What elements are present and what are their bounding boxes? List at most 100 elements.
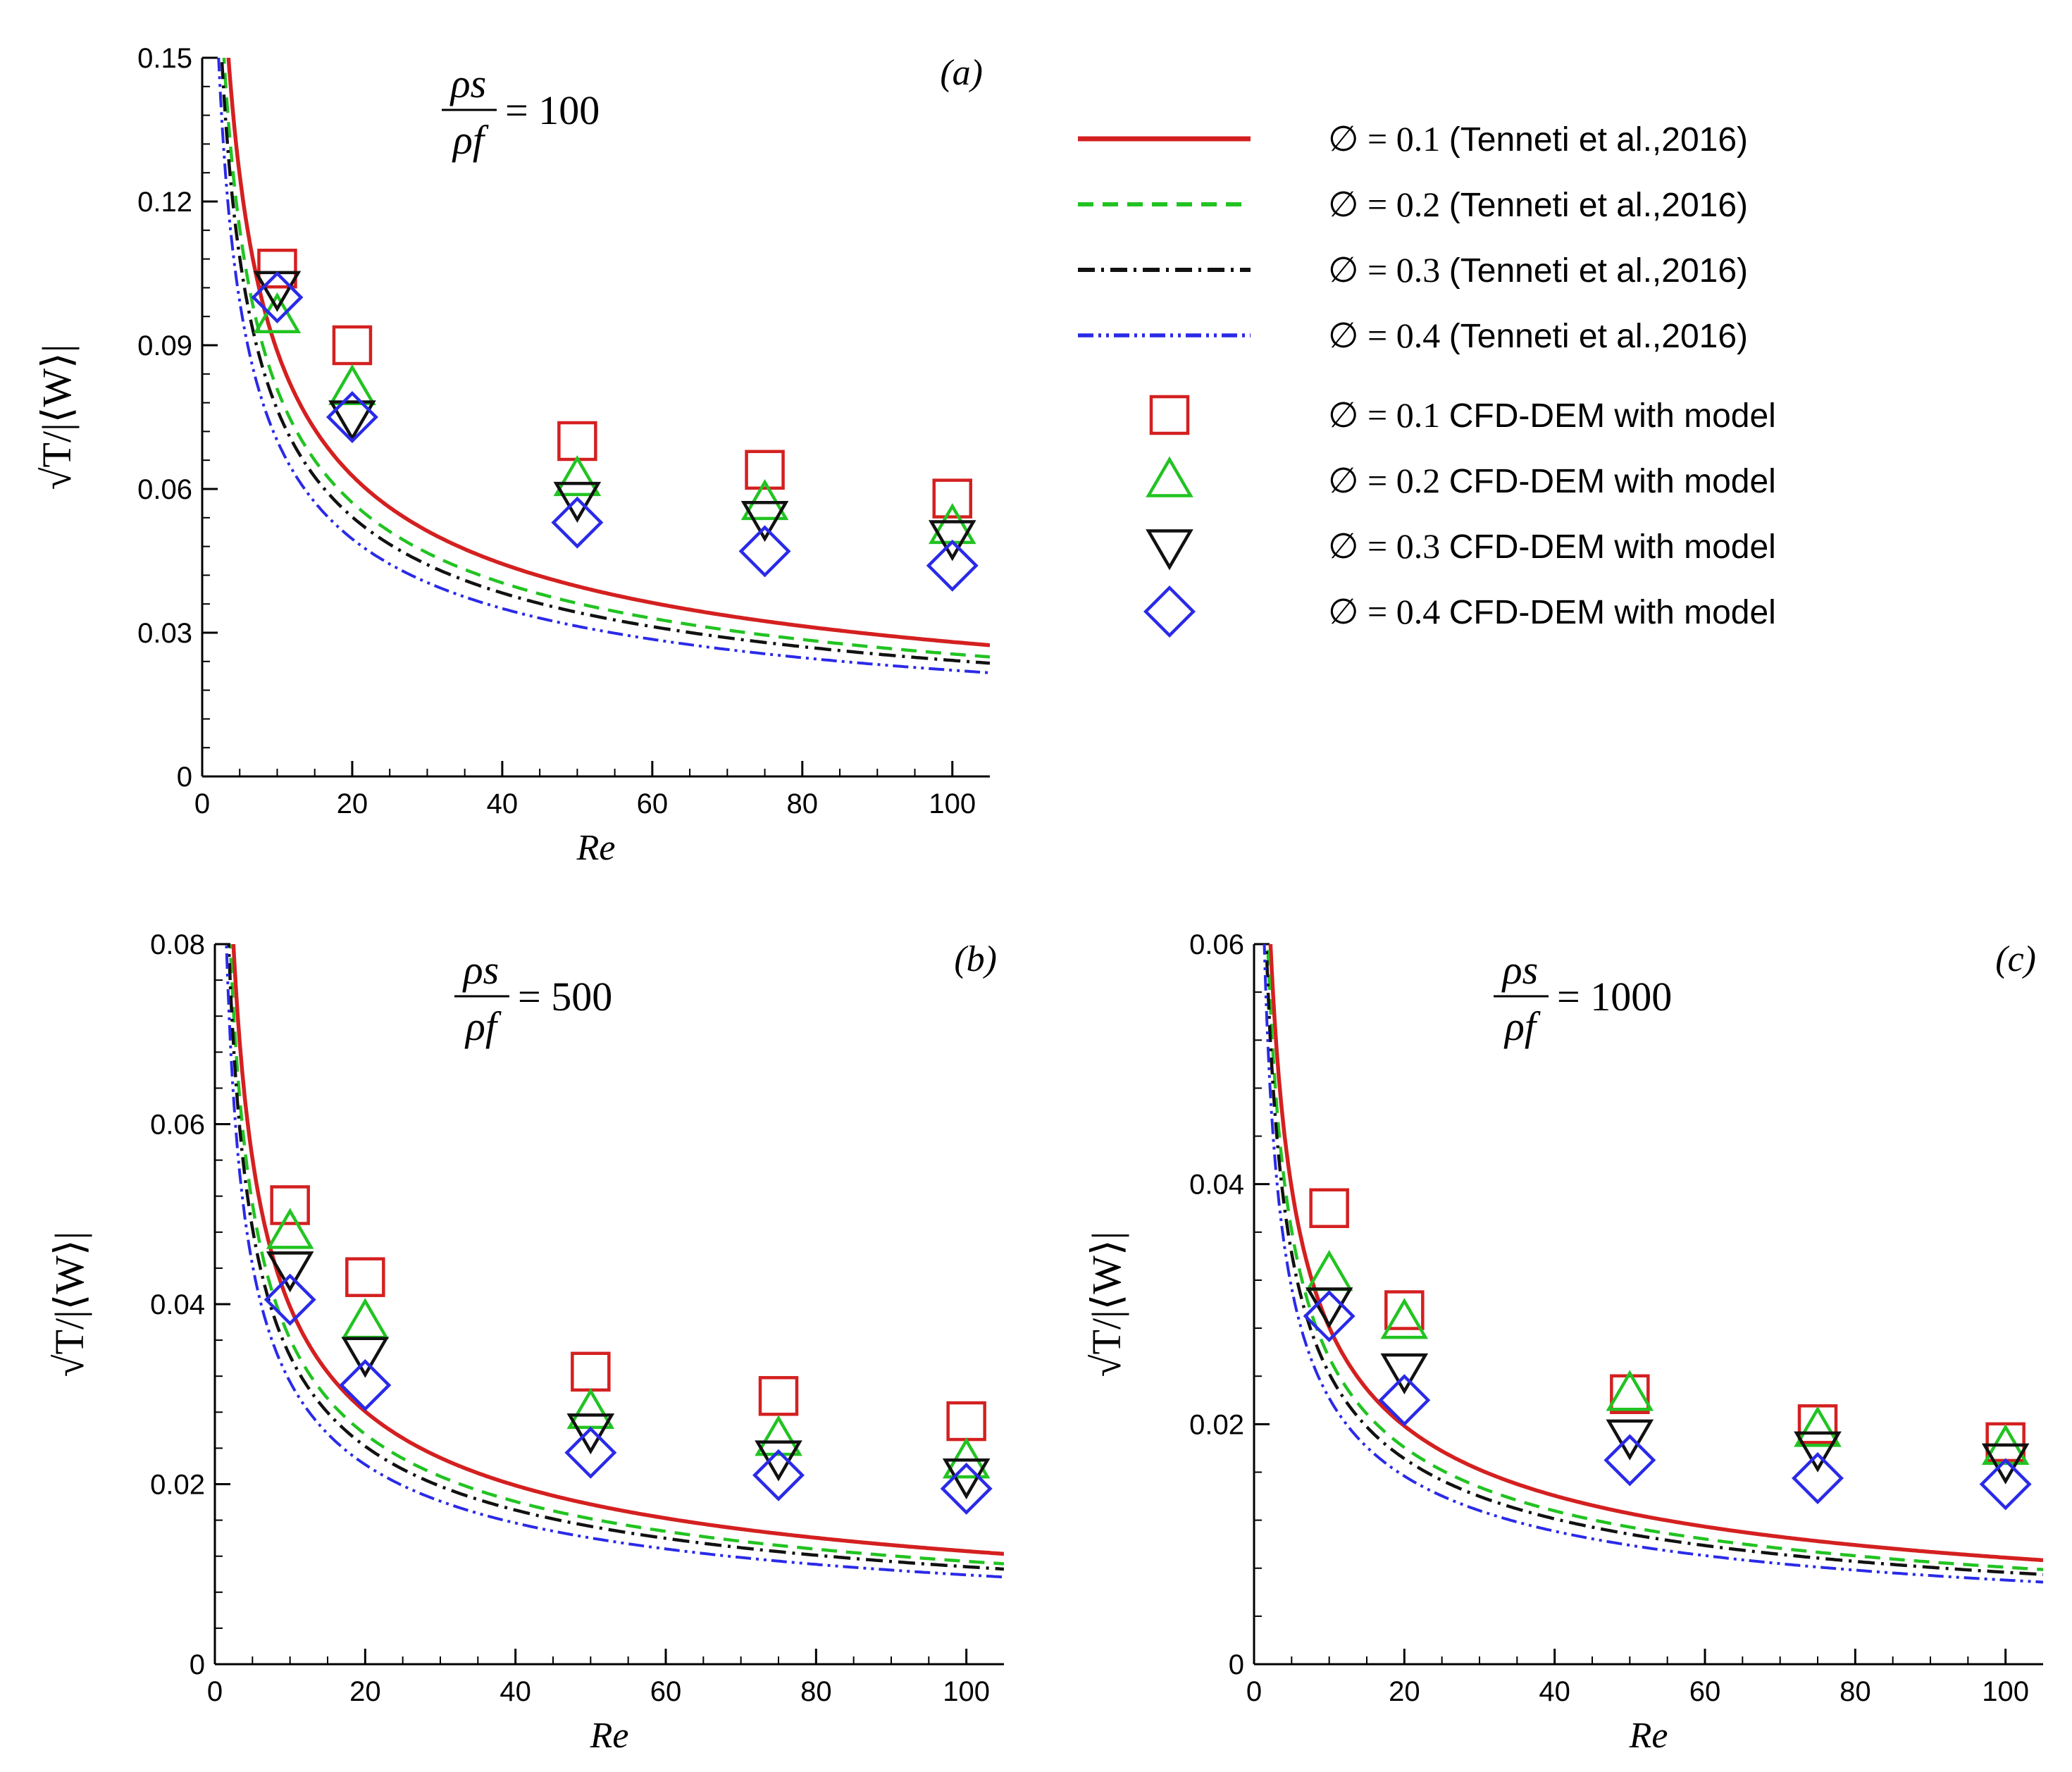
data-point [328, 400, 376, 442]
data-point [564, 1426, 617, 1479]
y-tick-label: 0 [177, 762, 192, 793]
curve-phi-0-1 [231, 944, 1004, 1556]
data-point [566, 1413, 615, 1455]
x-tick-label: 40 [500, 1676, 531, 1707]
curve-phi-0-3 [220, 58, 990, 665]
data-point [566, 1387, 615, 1430]
data-point [553, 455, 602, 497]
legend-entry-label: ∅ = 0.3 CFD-DEM with model [1328, 526, 1776, 566]
data-point [1378, 1374, 1431, 1427]
x-tick-label: 0 [1246, 1676, 1262, 1707]
legend-marker-square [1149, 395, 1190, 435]
x-tick-label: 80 [787, 788, 819, 819]
data-point [755, 1440, 802, 1482]
data-point [942, 1458, 991, 1500]
density-ratio-numerator: ρs [1501, 947, 1538, 993]
panel-label: (a) [940, 53, 983, 93]
curves [217, 58, 990, 674]
x-tick-label: 100 [929, 788, 976, 819]
data-point [251, 271, 304, 323]
x-tick-label: 60 [1689, 1676, 1721, 1707]
density-ratio-denominator: ρf [464, 1003, 502, 1049]
data-point [946, 1401, 986, 1442]
data-point [740, 479, 789, 521]
y-tick-label: 0.12 [137, 187, 192, 218]
data-point [270, 1185, 310, 1225]
data-point [1792, 1452, 1844, 1504]
y-tick-label: 0.06 [150, 1110, 205, 1141]
y-tick-label: 0 [190, 1649, 205, 1680]
y-tick-label: 0.06 [1189, 929, 1244, 960]
curve-phi-0-2 [228, 944, 1004, 1566]
y-tick-label: 0.08 [150, 929, 205, 960]
curves [225, 944, 1004, 1579]
data-point [1380, 1298, 1429, 1339]
legend-entry-label: ∅ = 0.1 (Tenneti et al.,2016) [1328, 119, 1748, 159]
density-ratio-value: = 500 [518, 974, 612, 1020]
data-point [332, 325, 373, 366]
legend-marker-diamond [1143, 585, 1196, 638]
legend-marker-triangle-up [1146, 456, 1193, 497]
curve-phi-0-2 [1266, 944, 2043, 1571]
data-point [745, 450, 785, 490]
data-point [928, 520, 976, 562]
density-ratio-numerator: ρs [462, 947, 499, 993]
y-tick-label: 0.09 [137, 330, 192, 361]
curve-phi-0-1 [1268, 944, 2043, 1563]
x-axis-title: Re [590, 1716, 629, 1756]
data-point [1981, 1443, 2030, 1485]
legend-entry-label: ∅ = 0.2 CFD-DEM with model [1328, 461, 1776, 500]
data-point [1979, 1458, 2032, 1511]
y-tick-label: 0.15 [137, 43, 192, 74]
panel-label: (c) [1995, 939, 2036, 979]
y-axis-title: √T/|⟨W⟩| [34, 345, 80, 490]
panel-c: 0 20 40 60 80 100 0 0.02 0.04 0.06 Re √T/|⟨W⟩| (c) ρs… [1084, 929, 2043, 1756]
data-point [1794, 1406, 1842, 1447]
data-point [1794, 1431, 1842, 1473]
x-tick-label: 80 [800, 1676, 832, 1707]
y-tick-label: 0.06 [137, 474, 192, 505]
x-axis-title: Re [1629, 1716, 1668, 1756]
data-point [928, 503, 976, 545]
curve-phi-0-4 [217, 58, 990, 674]
x-tick-label: 40 [487, 788, 519, 819]
data-point [752, 1449, 805, 1501]
data-point [328, 364, 376, 405]
y-tick-label: 0.04 [1189, 1170, 1244, 1201]
data-point [1606, 1370, 1654, 1411]
x-tick-label: 40 [1539, 1676, 1570, 1707]
density-ratio-value: = 1000 [1557, 974, 1672, 1020]
curve-phi-0-3 [1265, 944, 2043, 1576]
data-point [1384, 1290, 1425, 1330]
data-point [1309, 1188, 1349, 1228]
x-tick-label: 100 [943, 1676, 990, 1707]
panel-a: 0 20 40 60 80 100 0 0.03 0.06 0.09 0.12 0.15 Re √T/|⟨… [34, 43, 990, 868]
data-point [345, 1257, 385, 1297]
data-point [341, 1337, 390, 1378]
x-tick-label: 100 [1982, 1676, 2029, 1707]
data-point [263, 1273, 316, 1326]
data-point [758, 1376, 799, 1416]
data-point [738, 525, 791, 578]
density-ratio-numerator: ρs [449, 61, 486, 106]
x-axis-title: Re [576, 828, 616, 868]
data-point [551, 496, 604, 549]
y-tick-label: 0.04 [150, 1289, 205, 1320]
x-tick-label: 0 [207, 1676, 223, 1707]
x-tick-label: 20 [1389, 1676, 1420, 1707]
curve-phi-0-4 [225, 944, 1004, 1579]
data-point [253, 292, 302, 333]
data-point [1380, 1353, 1429, 1395]
curves [1263, 944, 2043, 1584]
data-point [1303, 1290, 1356, 1343]
density-ratio-denominator: ρf [1503, 1003, 1541, 1049]
data-point [1606, 1419, 1654, 1461]
data-point [740, 501, 789, 543]
data-point [266, 1251, 314, 1293]
x-tick-label: 60 [650, 1676, 682, 1707]
data-point [266, 1208, 314, 1249]
x-tick-label: 60 [637, 788, 669, 819]
y-tick-label: 0 [1229, 1649, 1244, 1680]
data-point [755, 1415, 802, 1456]
